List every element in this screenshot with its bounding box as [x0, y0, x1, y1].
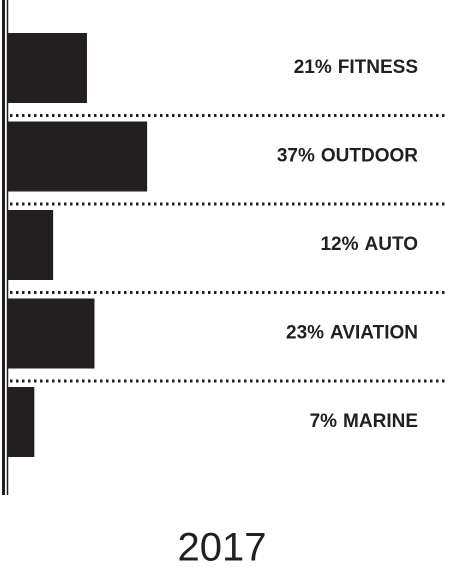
bar	[8, 33, 87, 103]
bar	[8, 387, 35, 457]
value-label: 37%	[277, 146, 315, 167]
bar-label: 23% AVIATION	[286, 323, 418, 344]
bar	[8, 121, 148, 192]
bar-label: 7% MARINE	[310, 411, 418, 432]
bar	[8, 210, 54, 280]
value-label: 12%	[320, 234, 358, 255]
category-label: FITNESS	[338, 57, 418, 78]
value-label: 7%	[310, 411, 338, 432]
chart-title: 2017	[178, 526, 267, 567]
category-label: AUTO	[365, 234, 418, 255]
category-label: AVIATION	[330, 323, 418, 344]
bar-label: 37% OUTDOOR	[277, 146, 418, 167]
value-label: 23%	[286, 323, 324, 344]
bar-label: 12% AUTO	[320, 234, 418, 255]
bar	[8, 298, 95, 369]
category-label: OUTDOOR	[321, 146, 418, 167]
category-label: MARINE	[343, 411, 418, 432]
bar-label: 21% FITNESS	[294, 57, 418, 78]
value-label: 21%	[294, 57, 332, 78]
